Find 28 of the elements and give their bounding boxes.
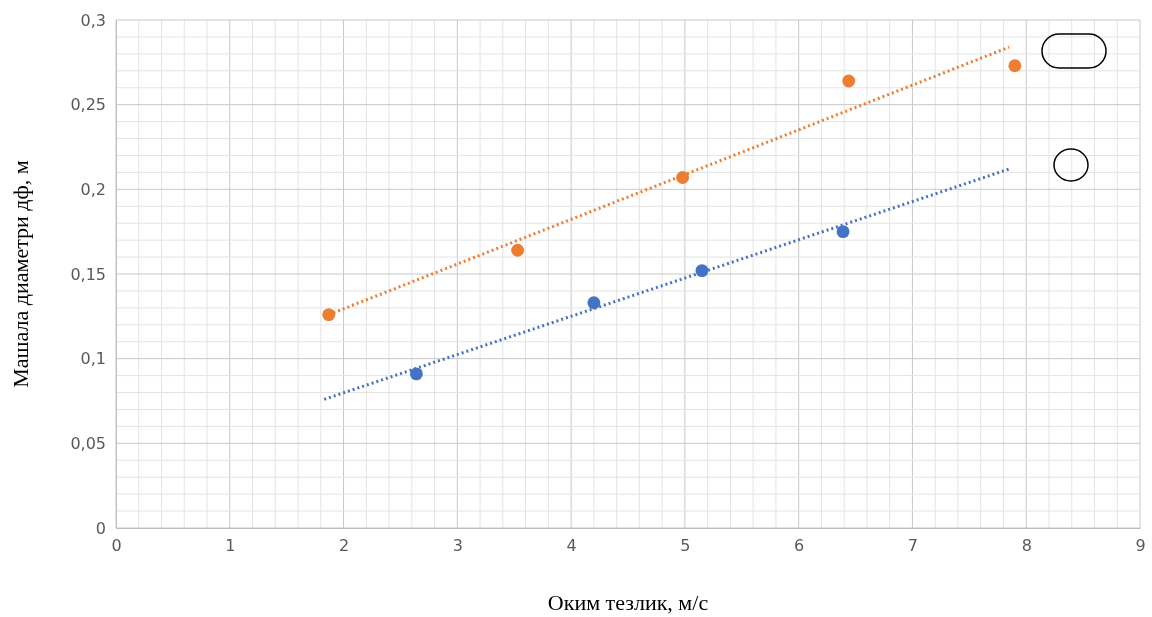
x-tick-label: 9 xyxy=(1135,536,1146,556)
point xyxy=(842,74,856,88)
y-tick-label: 0,2 xyxy=(80,179,106,199)
point xyxy=(836,225,850,239)
point xyxy=(322,308,336,322)
point xyxy=(409,367,423,381)
x-tick-label: 5 xyxy=(680,536,691,556)
point xyxy=(695,264,709,278)
x-tick-label: 7 xyxy=(907,536,919,556)
x-tick-label: 1 xyxy=(225,536,236,556)
y-tick-label: 0 xyxy=(95,518,106,538)
x-tick-label: 4 xyxy=(566,536,577,556)
point xyxy=(511,243,525,257)
y-axis-title: Машала диаметри дф, м xyxy=(8,160,33,388)
x-tick-label: 8 xyxy=(1021,536,1032,556)
x-tick-label: 2 xyxy=(338,536,350,556)
point xyxy=(676,171,690,184)
y-tick-label: 0,25 xyxy=(70,95,106,115)
point xyxy=(587,296,601,310)
y-tick-label: 0,1 xyxy=(80,349,106,369)
point xyxy=(1008,59,1022,73)
x-tick-label: 0 xyxy=(111,536,122,556)
x-tick-label: 6 xyxy=(794,536,805,556)
x-axis-title: Оким тезлик, м/с xyxy=(547,590,709,615)
y-tick-label: 0,15 xyxy=(70,264,106,284)
x-tick-label: 3 xyxy=(452,536,463,556)
y-tick-label: 0,3 xyxy=(80,10,106,30)
y-tick-label: 0,05 xyxy=(70,433,106,453)
